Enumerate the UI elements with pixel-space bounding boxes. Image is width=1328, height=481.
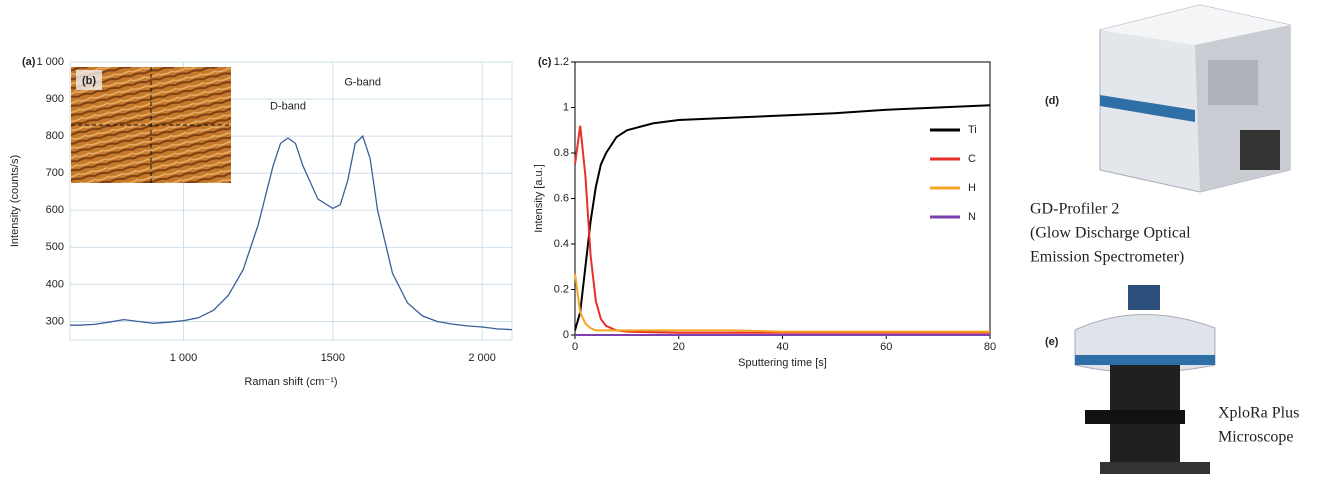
caption-line: Microscope: [1218, 429, 1294, 446]
x-tick-label: 60: [880, 341, 892, 353]
y-tick-label: 0.6: [554, 192, 569, 204]
x-tick-label: 2 000: [468, 352, 496, 364]
annotation: G-band: [344, 76, 381, 88]
microscope-image: [1074, 285, 1216, 474]
y-tick-label: 1: [563, 101, 569, 113]
y-tick-label: 900: [46, 93, 64, 105]
y-tick-label: 0.8: [554, 147, 569, 159]
y-axis-label: Intensity (counts/s): [9, 155, 21, 247]
panel-label: (d): [1045, 95, 1059, 107]
caption-line: GD-Profiler 2: [1030, 201, 1119, 218]
x-tick-label: 20: [673, 341, 685, 353]
series-line: [574, 125, 990, 334]
y-tick-label: 500: [46, 241, 64, 253]
y-tick-label: 700: [46, 167, 64, 179]
annotation: D-band: [270, 100, 306, 112]
legend-label: C: [968, 153, 976, 165]
y-axis-label: Intensity [a.u.]: [533, 164, 545, 232]
plot-frame: [69, 61, 513, 341]
y-tick-label: 300: [46, 315, 64, 327]
x-tick-label: 1 000: [170, 352, 198, 364]
y-tick-label: 1.2: [554, 56, 569, 68]
plot-frame: [574, 61, 991, 336]
gd-profiler-image: [1099, 4, 1291, 193]
x-axis-label: Raman shift (cm⁻¹): [244, 376, 337, 388]
caption-line: (Glow Discharge Optical: [1030, 225, 1191, 242]
caption-line: XploRa Plus: [1218, 405, 1299, 422]
series-line: [574, 104, 991, 331]
x-tick-label: 40: [776, 341, 788, 353]
x-tick-label: 0: [572, 341, 578, 353]
caption-line: Emission Spectrometer): [1030, 249, 1184, 266]
inset-image: (b): [71, 67, 231, 183]
legend-label: N: [968, 211, 976, 223]
y-tick-label: 1 000: [36, 56, 64, 68]
x-tick-label: 80: [984, 341, 996, 353]
legend-label: Ti: [968, 124, 977, 136]
y-tick-label: 400: [46, 278, 64, 290]
panel-label: (a): [22, 56, 36, 68]
y-tick-label: 0.4: [554, 238, 569, 250]
y-tick-label: 800: [46, 130, 64, 142]
series-line: [574, 273, 990, 333]
panel-label: (e): [1045, 336, 1059, 348]
y-tick-label: 0.2: [554, 283, 569, 295]
inset-label: (b): [82, 75, 96, 87]
y-tick-label: 600: [46, 204, 64, 216]
y-tick-label: 0: [563, 329, 569, 341]
series-line: [70, 134, 513, 331]
x-tick-label: 1500: [321, 352, 345, 364]
x-axis-label: Sputtering time [s]: [738, 357, 827, 369]
legend-label: H: [968, 182, 976, 194]
panel-label: (c): [538, 56, 552, 68]
